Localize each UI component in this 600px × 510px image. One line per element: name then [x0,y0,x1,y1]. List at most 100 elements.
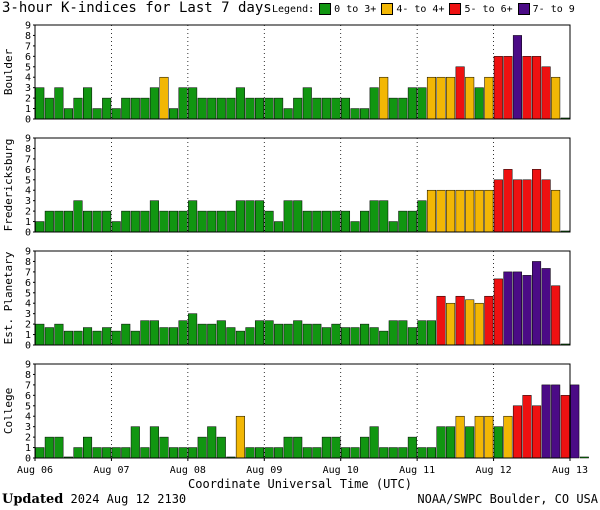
kp-bar [254,447,265,459]
kp-bar [235,330,245,346]
kp-bar [216,210,226,233]
kp-bar [140,320,150,346]
kp-bar [54,436,64,459]
kp-bar [379,76,389,120]
panel-frame [34,250,571,346]
kp-bar [92,330,102,346]
kp-bar [312,97,322,120]
kp-bar [293,200,303,233]
x-tick-label: Aug 11 [399,465,435,476]
kp-bar [207,323,217,346]
kp-bar [226,210,236,233]
kp-bar [83,436,93,459]
kp-bar [465,76,475,120]
kp-bar [503,169,513,233]
kp-bar [484,415,494,459]
y-tick-label: 1 [25,443,31,454]
kp-bar [532,261,542,346]
kp-bar [321,210,331,233]
kp-bar [188,313,198,346]
y-tick-label: 9 [25,21,31,32]
kp-bar [340,447,351,459]
kp-bar [474,302,484,346]
kp-bar [149,200,159,233]
kp-bar [35,323,45,346]
y-tick-label: 5 [25,288,31,299]
kp-bar [121,323,131,346]
kp-bar [340,210,351,233]
kp-bar [102,210,112,233]
kp-bar [455,415,465,459]
kp-bar [283,436,293,459]
kp-bar [226,97,236,120]
kp-bar [216,320,226,346]
kp-bar [426,76,437,120]
kp-bar [121,447,131,459]
kp-bar [121,97,131,120]
y-tick-label: 5 [25,175,31,186]
kp-bar [360,210,370,233]
y-tick-label: 6 [25,52,31,63]
kp-bar [130,330,140,346]
legend-item-red: 5- to 6+ [464,3,513,15]
kp-bar [541,66,551,120]
kp-bar [522,395,532,459]
kp-bar [264,97,274,120]
kp-bar [570,384,580,459]
kp-bar [102,97,112,120]
kp-bar [274,323,284,346]
kp-bar [350,327,360,346]
kp-bar [503,271,513,346]
kp-bar [188,447,198,459]
kp-bar [484,76,494,120]
kp-bar [493,426,503,459]
kp-bar [379,447,389,459]
kp-bar [369,426,379,459]
kp-bar [235,87,245,120]
kp-bar [312,323,322,346]
kp-bar [398,320,408,346]
kp-bar [235,200,245,233]
kp-bar [350,221,360,233]
kp-bar [149,426,159,459]
kp-bar [159,327,169,346]
kp-bar [254,200,265,233]
y-tick-label: 0 [25,115,31,126]
legend-swatch-yellow [381,3,394,15]
kp-bar [426,189,437,233]
kp-bar [407,87,417,120]
kp-bar [340,97,351,120]
kp-bar [493,56,503,120]
kp-bar [197,323,207,346]
kp-bar [407,327,417,346]
kp-bar [379,200,389,233]
kp-bar [512,179,522,233]
x-axis-label: Coordinate Universal Time (UTC) [188,477,412,491]
kp-bar [560,395,570,459]
kp-bar [493,179,503,233]
kp-bar [188,200,198,233]
kp-bar [426,447,437,459]
kp-bar [44,210,54,233]
kp-bar [474,415,484,459]
kp-bar [541,384,551,459]
kp-bar [398,447,408,459]
kp-bar [369,327,379,346]
kp-bar [102,447,112,459]
kp-bar [111,221,121,233]
kp-bar [398,97,408,120]
kp-bar [245,200,255,233]
y-tick-label: 4 [25,186,31,197]
legend-item-purple: 7- to 9 [532,3,575,15]
y-tick-label: 9 [25,360,31,371]
y-tick-label: 8 [25,370,31,381]
x-tick-label: Aug 08 [170,465,206,476]
kp-bar [388,97,398,120]
kp-bar [522,275,532,346]
kp-bar [426,320,437,346]
kp-bar [130,210,140,233]
kp-bar [293,320,303,346]
kp-bar [264,320,274,346]
kp-bar [235,415,245,459]
